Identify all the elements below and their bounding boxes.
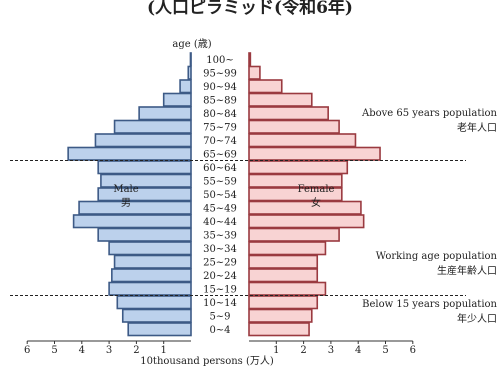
sex-labels: Male 男 Female 女	[113, 184, 334, 209]
age-label-45-49: 45~49	[203, 203, 237, 214]
group-dividers	[10, 160, 466, 296]
x-tick-label-right: 3	[328, 345, 334, 356]
y-axis-title: age (歳)	[172, 38, 211, 50]
female-bar-100-	[248, 52, 252, 67]
annotation-elderly-en: Above 65 years population	[361, 108, 498, 119]
female-bar-30-34	[248, 241, 327, 256]
x-axis-title: 10thousand persons (万人)	[140, 355, 274, 367]
age-label-5-9: 5~9	[209, 311, 230, 322]
male-bar-40-44	[72, 214, 192, 229]
x-tick-label-right: 6	[410, 345, 416, 356]
male-label-en: Male	[113, 184, 138, 195]
x-tick-label-left: 6	[24, 345, 30, 356]
x-tick-label-right: 2	[300, 345, 306, 356]
female-bar-10-14	[248, 295, 319, 310]
male-bar-80-84	[138, 106, 192, 121]
age-label-35-39: 35~39	[203, 230, 237, 241]
male-bar-65-69	[67, 146, 192, 161]
female-bar-75-79	[248, 119, 340, 134]
female-bar-25-29	[248, 254, 319, 269]
female-bar-35-39	[248, 227, 340, 242]
x-tick-label-right: 4	[355, 345, 361, 356]
age-label-100-: 100~	[206, 55, 233, 66]
female-bar-85-89	[248, 92, 313, 107]
female-bar-55-59	[248, 173, 343, 188]
x-tick-label-right: 5	[382, 345, 388, 356]
age-label-65-69: 65~69	[203, 149, 237, 160]
male-bar-20-24	[111, 268, 192, 283]
female-bar-5-9	[248, 308, 313, 323]
male-bar-0-4	[127, 322, 192, 337]
female-bar-50-54	[248, 187, 343, 202]
annotation-elderly-zh: 老年人口	[457, 121, 497, 134]
age-label-80-84: 80~84	[203, 109, 237, 120]
axes-group: 6 5 4 3 2 1 1 2 3 4 5 6	[24, 340, 416, 356]
age-label-50-54: 50~54	[203, 190, 237, 201]
age-label-85-89: 85~89	[203, 95, 237, 106]
age-label-15-19: 15~19	[203, 284, 237, 295]
age-label-55-59: 55~59	[203, 176, 237, 187]
annotation-working-en: Working age population	[376, 251, 498, 262]
age-label-25-29: 25~29	[203, 257, 237, 268]
male-bar-75-79	[113, 119, 192, 134]
age-label-40-44: 40~44	[203, 217, 237, 228]
female-bar-60-64	[248, 160, 349, 175]
female-bar-80-84	[248, 106, 329, 121]
x-tick-label-right: 1	[273, 345, 279, 356]
x-tick-label-left: 3	[106, 345, 112, 356]
male-label-zh: 男	[121, 197, 131, 209]
male-bar-5-9	[121, 308, 192, 323]
age-label-10-14: 10~14	[203, 298, 237, 309]
female-bar-15-19	[248, 281, 327, 296]
female-bar-40-44	[248, 214, 365, 229]
x-tick-label-left: 4	[79, 345, 85, 356]
female-bar-65-69	[248, 146, 381, 161]
male-bar-85-89	[162, 92, 192, 107]
male-bar-55-59	[100, 173, 192, 188]
age-label-60-64: 60~64	[203, 163, 237, 174]
male-bar-45-49	[78, 200, 192, 215]
male-bar-90-94	[179, 79, 192, 94]
female-bar-90-94	[248, 79, 283, 94]
age-label-70-74: 70~74	[203, 136, 237, 147]
female-bar-45-49	[248, 200, 362, 215]
x-tick-label-left: 2	[133, 345, 139, 356]
age-label-90-94: 90~94	[203, 82, 237, 93]
age-labels-group: 0~4 5~9 10~14 15~19 20~24 25~29 30~34 35~39 40~4…	[203, 55, 237, 336]
male-bar-95-99	[187, 65, 192, 80]
male-bar-50-54	[97, 187, 192, 202]
female-bar-20-24	[248, 268, 319, 283]
male-bar-10-14	[116, 295, 192, 310]
age-label-30-34: 30~34	[203, 244, 237, 255]
age-label-75-79: 75~79	[203, 122, 237, 133]
male-bar-15-19	[108, 281, 192, 296]
male-bar-60-64	[97, 160, 192, 175]
bars-group	[67, 52, 381, 337]
male-bar-25-29	[113, 254, 192, 269]
female-bar-0-4	[248, 322, 310, 337]
age-label-20-24: 20~24	[203, 271, 237, 282]
male-bar-35-39	[97, 227, 192, 242]
male-bar-100-	[189, 52, 192, 67]
chart-title: (人口ピラミッド(令和6年)	[147, 0, 353, 18]
male-bar-70-74	[94, 133, 192, 148]
annotation-young-en: Below 15 years population	[362, 299, 497, 310]
annotations-group: Above 65 years population 老年人口 Working a…	[361, 108, 498, 325]
female-bar-70-74	[248, 133, 357, 148]
age-label-0-4: 0~4	[209, 325, 230, 336]
x-tick-label-left: 5	[51, 345, 57, 356]
age-label-95-99: 95~99	[203, 68, 237, 79]
x-tick-label-left: 1	[161, 345, 167, 356]
female-bar-95-99	[248, 65, 261, 80]
female-label-en: Female	[298, 184, 335, 195]
annotation-working-zh: 生産年齢人口	[437, 264, 497, 277]
male-bar-30-34	[108, 241, 192, 256]
annotation-young-zh: 年少人口	[457, 312, 497, 325]
female-label-zh: 女	[311, 196, 321, 209]
